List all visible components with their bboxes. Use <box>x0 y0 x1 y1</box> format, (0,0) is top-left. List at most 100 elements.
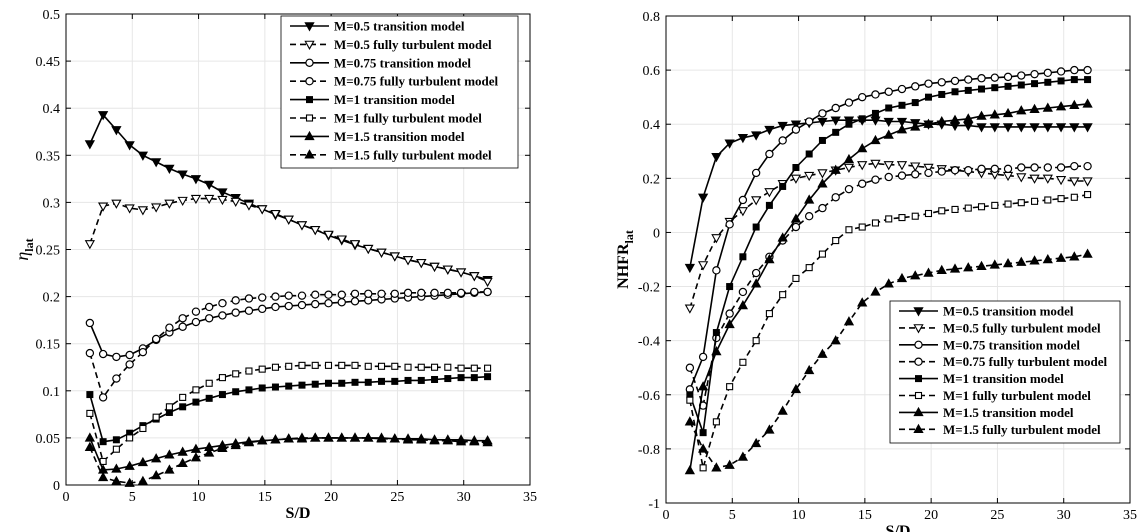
data-point <box>178 314 187 323</box>
data-point <box>84 432 95 442</box>
data-point <box>977 74 986 83</box>
data-point <box>431 375 439 383</box>
series-2 <box>84 194 493 288</box>
data-point <box>404 363 412 371</box>
y-tick-label: 0.6 <box>643 64 661 79</box>
data-point <box>897 171 907 180</box>
data-point <box>950 166 960 175</box>
data-point <box>416 258 427 269</box>
data-point <box>712 329 720 337</box>
y-axis-label-sub: lat <box>22 238 36 251</box>
data-point <box>684 416 695 426</box>
data-point <box>124 204 135 214</box>
series-6 <box>686 191 1092 472</box>
data-point <box>790 213 802 223</box>
data-point <box>1030 163 1039 172</box>
data-point <box>311 290 320 299</box>
data-point <box>951 88 959 96</box>
data-point <box>964 204 972 212</box>
data-point <box>910 162 921 172</box>
data-point <box>443 288 453 298</box>
data-point <box>896 272 908 283</box>
data-point <box>884 87 893 96</box>
data-point <box>98 349 108 359</box>
series-4 <box>85 287 492 402</box>
y-axis-label: NHFRlat <box>615 230 636 289</box>
data-point <box>1057 77 1065 85</box>
data-point <box>858 115 866 123</box>
data-point <box>977 203 986 211</box>
data-point <box>232 388 240 396</box>
y-tick-label: 0.2 <box>643 172 661 187</box>
data-point <box>429 435 440 445</box>
data-point <box>457 364 465 372</box>
y-tick-label: -0.6 <box>638 389 660 404</box>
legend-marker <box>304 40 315 50</box>
data-point <box>724 318 735 329</box>
data-point <box>924 93 932 101</box>
data-point <box>949 263 961 273</box>
y-tick-label: 0.2 <box>43 291 61 306</box>
data-point <box>1003 72 1013 82</box>
data-point <box>271 302 280 312</box>
data-point <box>378 377 386 385</box>
data-point <box>923 118 934 128</box>
data-point <box>738 195 748 205</box>
legend-label: M=1 fully turbulent model <box>334 111 482 126</box>
data-point <box>258 304 267 314</box>
data-point <box>871 90 880 99</box>
legend-entry: M=1 fully turbulent model <box>290 111 482 126</box>
data-point <box>99 438 107 446</box>
data-point <box>338 361 346 369</box>
data-point <box>377 362 386 370</box>
data-point <box>938 207 946 215</box>
x-tick-label: 0 <box>663 508 670 523</box>
data-point <box>402 256 414 266</box>
data-point <box>858 92 867 102</box>
data-point <box>337 298 346 307</box>
data-point <box>870 286 881 296</box>
data-point <box>832 128 840 136</box>
data-point <box>1029 255 1040 265</box>
data-point <box>350 297 360 306</box>
data-point <box>336 235 347 245</box>
data-point <box>111 475 122 485</box>
data-point <box>857 297 868 307</box>
data-point <box>1029 103 1040 114</box>
data-point <box>911 82 920 91</box>
data-point <box>1017 199 1025 207</box>
data-point <box>725 309 734 318</box>
data-point <box>858 223 866 231</box>
data-point <box>1043 163 1053 172</box>
data-point <box>725 220 734 229</box>
y-tick-label: -0.8 <box>638 443 660 458</box>
data-point <box>737 134 749 144</box>
data-point <box>843 153 855 164</box>
data-point <box>376 433 387 443</box>
data-point <box>350 289 360 298</box>
legend-entry: M=0.5 transition model <box>899 304 1074 319</box>
data-point <box>245 367 253 375</box>
data-point <box>989 109 1000 119</box>
data-point <box>817 117 828 128</box>
data-point <box>151 470 162 480</box>
data-point <box>845 120 853 128</box>
data-point <box>711 234 722 244</box>
data-point <box>457 374 465 382</box>
x-tick-label: 15 <box>258 490 272 505</box>
data-point <box>1003 164 1013 174</box>
x-tick-label: 5 <box>129 490 136 505</box>
x-tick-label: 35 <box>1123 508 1137 523</box>
data-point <box>684 304 695 314</box>
data-point <box>711 152 722 163</box>
data-point <box>818 136 826 144</box>
data-point <box>951 205 959 213</box>
legend-label: M=0.75 fully turbulent model <box>943 354 1108 369</box>
data-point <box>111 199 122 209</box>
data-point <box>190 175 202 185</box>
data-point <box>137 206 149 216</box>
data-point <box>351 361 359 369</box>
y-axis-label-group: NHFRlat <box>615 230 636 289</box>
series-6 <box>86 361 492 466</box>
data-point <box>1017 81 1025 89</box>
